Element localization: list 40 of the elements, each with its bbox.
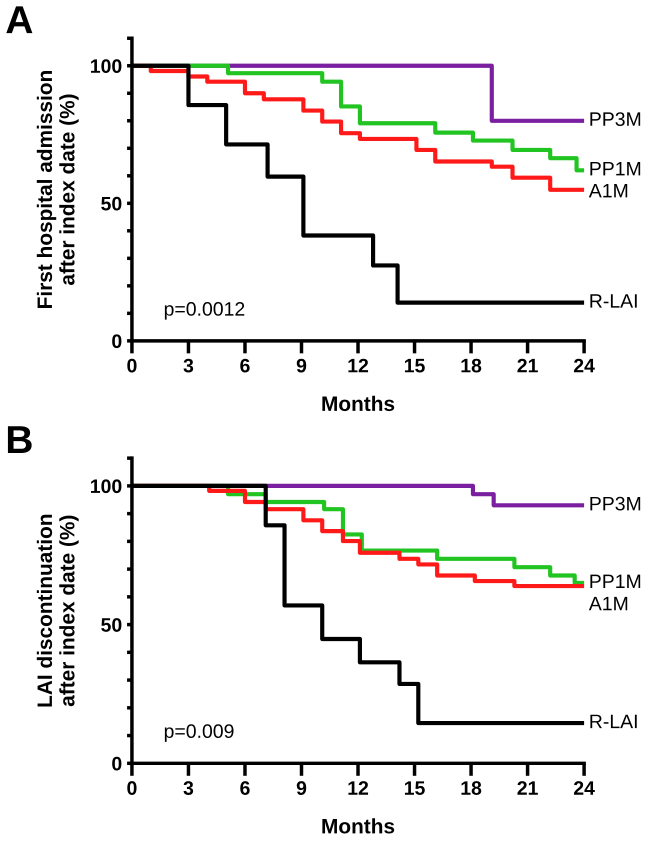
series-label: R-LAI bbox=[590, 714, 637, 728]
x-tick-label: 24 bbox=[574, 781, 595, 795]
series-label: A1M bbox=[588, 184, 628, 198]
y-tick-label: 100 bbox=[91, 59, 122, 73]
x-tick-label: 9 bbox=[296, 781, 306, 795]
x-tick-label: 3 bbox=[184, 358, 194, 373]
x-tick-label: 21 bbox=[517, 358, 538, 372]
y-axis-title: First hospital admission after index date (%) bbox=[36, 71, 79, 308]
text: A bbox=[6, 6, 32, 34]
y-tick-label: 50 bbox=[101, 618, 122, 632]
x-tick-label: 15 bbox=[404, 358, 425, 372]
annotation: p=0.0012 bbox=[164, 302, 244, 320]
x-tick-label: 15 bbox=[404, 781, 425, 795]
y-tick-label: 100 bbox=[91, 479, 122, 494]
y-tick-label: 50 bbox=[101, 196, 122, 211]
series-label: PP1M bbox=[590, 574, 640, 588]
series-label: PP3M bbox=[590, 496, 640, 511]
y-tick-label: 0 bbox=[112, 756, 122, 771]
x-tick-label: 18 bbox=[461, 358, 482, 372]
x-axis-title: Months bbox=[322, 396, 394, 412]
x-tick-label: 6 bbox=[240, 358, 250, 372]
x-axis-title: Months bbox=[322, 818, 394, 834]
y-axis-title: LAI discontinuation after index date (%) bbox=[36, 514, 79, 707]
text: B bbox=[8, 426, 32, 453]
annotation: p=0.009 bbox=[164, 724, 234, 742]
series-label: PP3M bbox=[590, 112, 640, 126]
x-tick-label: 18 bbox=[461, 781, 482, 795]
x-tick-label: 0 bbox=[127, 781, 137, 795]
x-tick-label: 9 bbox=[296, 358, 306, 372]
series-label: PP1M bbox=[590, 162, 640, 176]
x-tick-label: 3 bbox=[184, 781, 194, 795]
x-tick-label: 12 bbox=[348, 358, 368, 372]
series-label: R-LAI bbox=[590, 294, 637, 308]
x-tick-label: 21 bbox=[517, 781, 538, 795]
x-tick-label: 12 bbox=[348, 781, 368, 795]
x-tick-label: 24 bbox=[574, 358, 595, 372]
y-tick-label: 0 bbox=[112, 334, 122, 348]
x-tick-label: 6 bbox=[240, 781, 250, 795]
series-label: A1M bbox=[588, 596, 628, 610]
x-tick-label: 0 bbox=[127, 358, 137, 372]
